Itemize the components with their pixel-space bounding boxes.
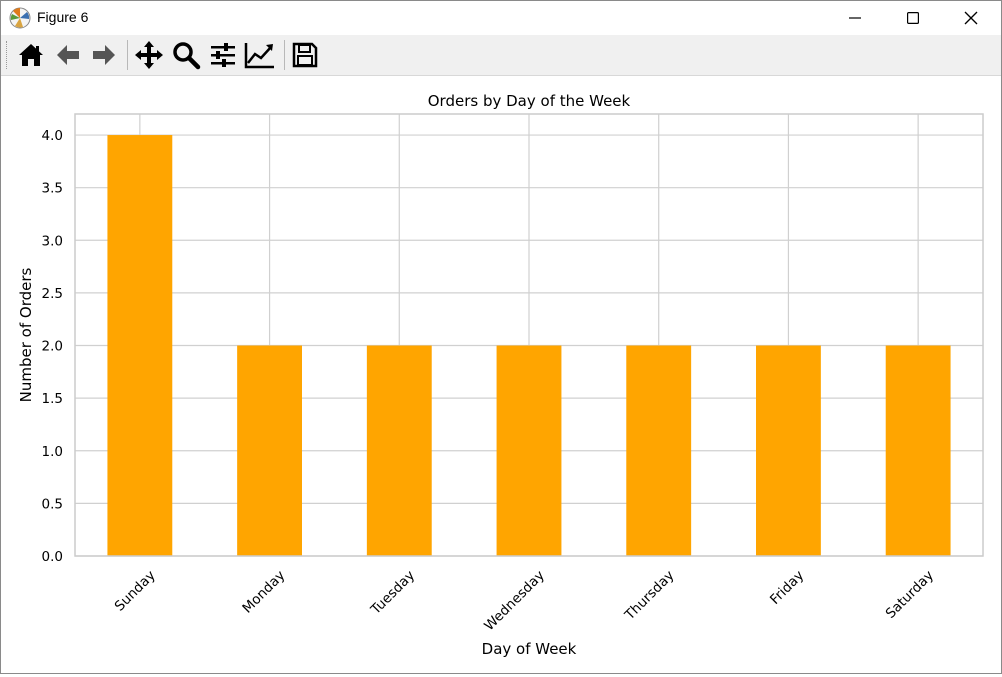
bar-thursday [626,345,692,556]
y-tick-label: 2.5 [42,286,63,302]
chart-title: Orders by Day of the Week [428,92,631,110]
y-tick-label: 1.5 [42,391,63,407]
x-tick-label: Thursday [621,568,677,624]
y-axis-label: Number of Orders [17,267,35,402]
x-tick-labels: Sunday Monday Tuesday Wednesday Thursday Frid… [112,568,937,635]
y-tick-label: 1.0 [42,444,63,460]
matplotlib-logo-icon [9,7,31,29]
save-button[interactable] [288,39,322,71]
floppy-disk-icon [292,42,318,68]
x-tick-label: Wednesday [481,568,548,635]
title-bar[interactable]: Figure 6 [1,1,1001,34]
bar-tuesday [366,345,432,556]
arrow-left-icon [57,45,79,65]
navigation-toolbar [1,35,1001,76]
home-icon [19,44,43,66]
x-axis-label: Day of Week [482,640,577,658]
forward-button[interactable] [87,39,121,71]
minimize-button[interactable] [826,1,884,34]
bar-friday [756,345,821,556]
toolbar-separator [284,40,285,70]
bars-group [107,135,951,557]
maximize-button[interactable] [884,1,942,34]
toolbar-separator [127,40,128,70]
back-button[interactable] [51,39,85,71]
line-chart-icon [244,43,274,69]
y-tick-label: 0.0 [42,549,63,565]
x-tick-label: Tuesday [367,568,418,619]
y-tick-label: 2.0 [42,339,63,355]
edit-axes-button[interactable] [243,39,277,71]
minimize-icon [849,16,861,19]
x-tick-label: Sunday [112,568,159,615]
y-tick-label: 0.5 [42,496,63,512]
arrow-right-icon [93,45,115,65]
close-button[interactable] [942,1,1000,34]
bar-monday [237,345,302,556]
figure-canvas[interactable]: Orders by Day of the Week 0.0 0.5 1.0 1.5 2.… [1,76,1001,673]
y-tick-labels: 0.0 0.5 1.0 1.5 2.0 2.5 3.0 3.5 4.0 [42,128,63,565]
sliders-icon [211,43,235,67]
pan-button[interactable] [132,39,166,71]
y-tick-label: 3.0 [42,233,63,249]
window-title: Figure 6 [37,9,89,25]
maximize-icon [907,11,919,24]
x-tick-label: Monday [239,568,288,617]
axes-frame [74,113,984,557]
bar-saturday [885,345,951,556]
home-button[interactable] [14,39,48,71]
y-tick-label: 4.0 [42,128,63,144]
configure-subplots-button[interactable] [206,39,240,71]
move-icon [135,41,163,69]
toolbar-grip [6,41,9,69]
bar-wednesday [496,345,562,556]
bar-sunday [107,135,173,557]
close-icon [964,11,978,24]
x-tick-label: Saturday [883,568,937,622]
x-tick-label: Friday [767,568,807,608]
bar-chart: Orders by Day of the Week 0.0 0.5 1.0 1.5 2.… [17,92,984,658]
magnifier-icon [173,42,201,70]
y-tick-label: 3.5 [42,181,63,197]
zoom-button[interactable] [169,39,203,71]
